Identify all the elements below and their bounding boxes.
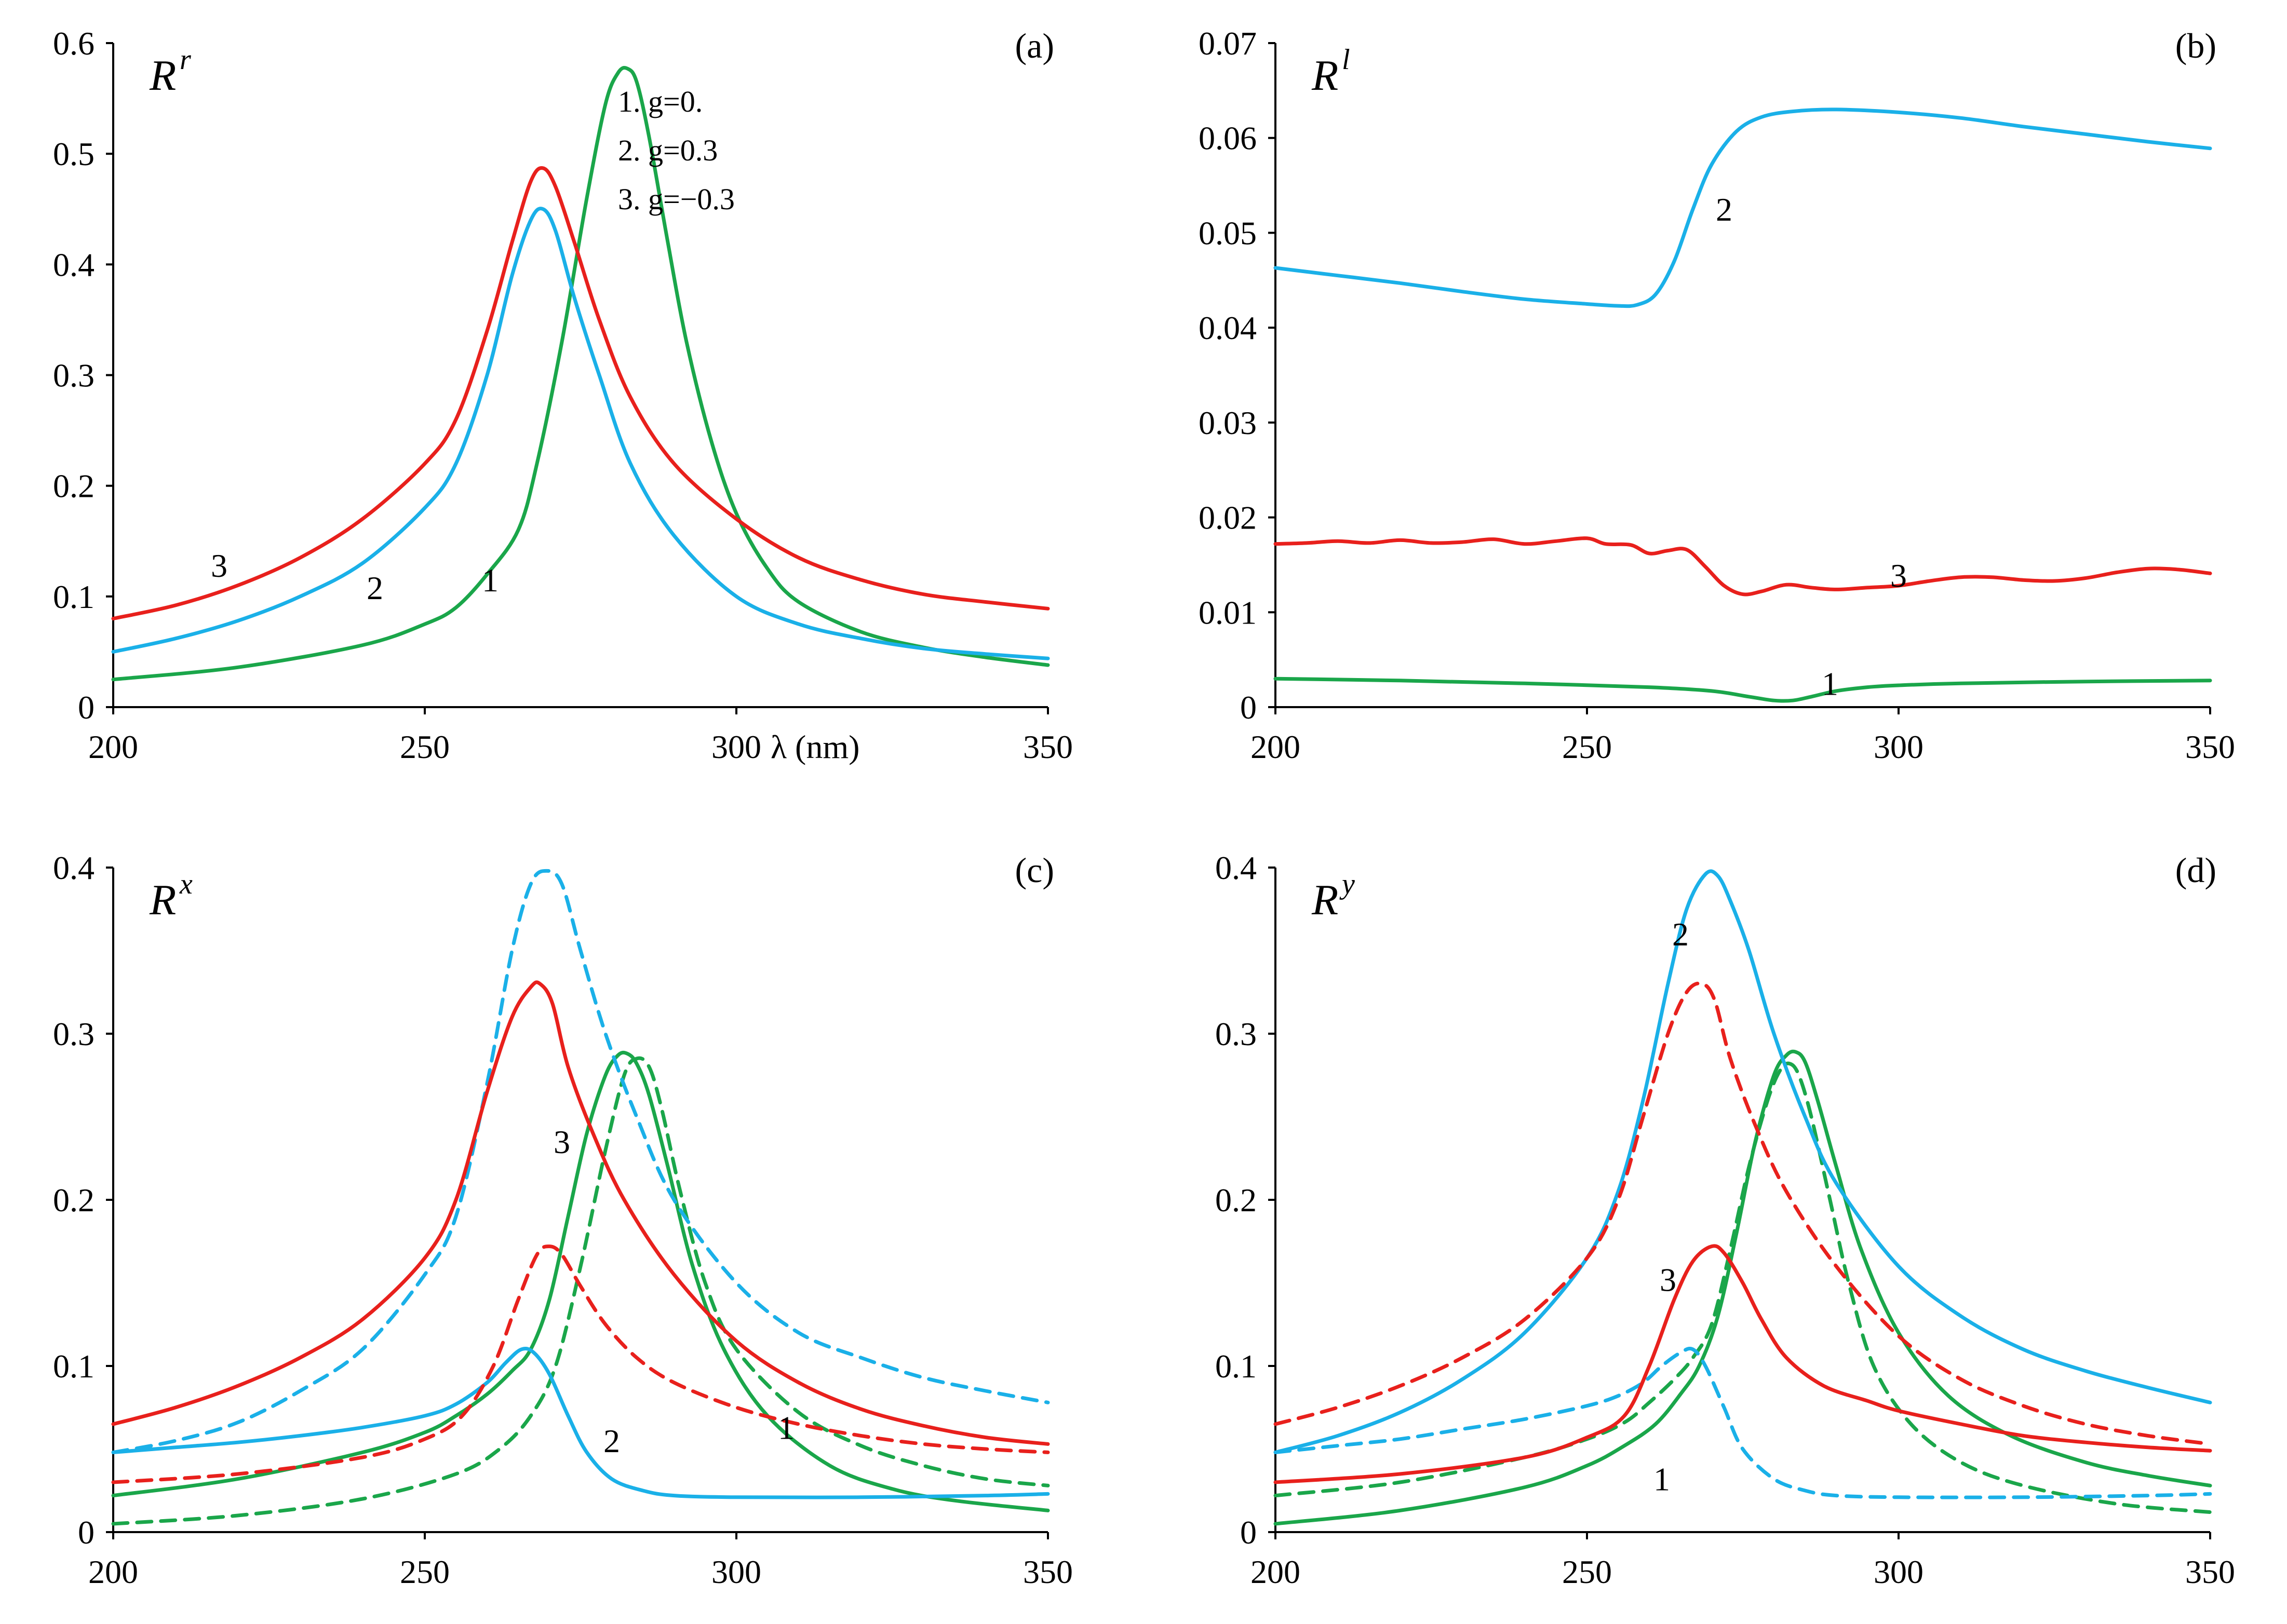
- series-line-3: [111, 166, 1050, 620]
- curve-label: 3: [211, 547, 227, 584]
- panel-c: 0 0.1 0.2 0.3 0.4 200 250 300 350 1 2 3 (c) R x: [53, 849, 1073, 1590]
- curve-label: 1: [778, 1409, 795, 1446]
- y-tick-label: 0.1: [1215, 1348, 1257, 1385]
- y-axis-label-superscript: x: [179, 868, 193, 900]
- series-line-2: [1273, 107, 2212, 308]
- x-tick-label: 300: [711, 728, 761, 765]
- series-line-3-solid: [111, 980, 1050, 1446]
- y-tick-label: 0.6: [53, 25, 95, 62]
- x-tick-label: 200: [1250, 728, 1300, 765]
- x-tick-label: 350: [1023, 728, 1073, 765]
- series-line-2-dashed: [111, 869, 1050, 1454]
- y-axis-label-superscript: y: [1339, 868, 1355, 900]
- y-tick-label: 0.4: [53, 246, 95, 283]
- x-tick-label: 300: [711, 1553, 761, 1590]
- panel-d: 0 0.1 0.2 0.3 0.4 200 250 300 350 1 2 3 (d) R y: [1215, 849, 2235, 1590]
- panel-label: (d): [2175, 850, 2216, 890]
- series-line-1: [111, 65, 1050, 682]
- y-tick-label: 0.06: [1199, 120, 1257, 157]
- y-tick-label: 0.5: [53, 136, 95, 172]
- series-line-3-solid: [1273, 1244, 2212, 1484]
- x-tick-label: 250: [1562, 728, 1612, 765]
- curve-label: 3: [554, 1124, 570, 1160]
- y-tick-label: 0.01: [1199, 594, 1257, 631]
- x-tick-label: 250: [400, 1553, 450, 1590]
- y-axis-label-superscript: r: [180, 44, 191, 76]
- series-line-2: [111, 207, 1050, 660]
- curve-label: 2: [367, 570, 383, 606]
- y-tick-label: 0.1: [53, 578, 95, 615]
- y-axis-label: R: [1311, 51, 1338, 100]
- panel-a: 0 0.1 0.2 0.3 0.4 0.5 0.6 200 250 300 350 1 2 3 (a) R r λ…: [53, 25, 1073, 765]
- y-tick-label: 0.02: [1199, 499, 1257, 536]
- x-tick-label: 250: [400, 728, 450, 765]
- x-tick-label: 200: [88, 728, 138, 765]
- y-tick-label: 0.03: [1199, 404, 1257, 441]
- curve-label: 1: [1822, 665, 1838, 702]
- y-axis-label: R: [149, 876, 176, 924]
- x-tick-label: 300: [1874, 1553, 1923, 1590]
- curve-label: 2: [1716, 191, 1732, 228]
- y-tick-label: 0.3: [53, 357, 95, 394]
- y-tick-label: 0.4: [53, 849, 95, 886]
- curve-label: 2: [1672, 916, 1689, 953]
- series-line-1: [1273, 676, 2212, 703]
- y-axis-label: R: [149, 51, 176, 100]
- series-line-1-dashed: [1273, 1061, 2212, 1514]
- x-tick-label: 250: [1562, 1553, 1612, 1590]
- x-axis-label: λ (nm): [771, 728, 859, 765]
- panel-label: (a): [1015, 26, 1054, 65]
- y-tick-label: 0.1: [53, 1348, 95, 1385]
- series-line-2-solid: [111, 1347, 1050, 1499]
- y-tick-label: 0.4: [1215, 849, 1257, 886]
- y-tick-label: 0: [78, 1514, 95, 1551]
- series-line-3-dashed: [1273, 981, 2212, 1446]
- series-line-1-dashed: [111, 1056, 1050, 1526]
- y-axis-label-superscript: l: [1342, 44, 1350, 76]
- y-tick-label: 0.3: [1215, 1016, 1257, 1052]
- y-tick-label: 0.2: [53, 1182, 95, 1219]
- x-tick-label: 300: [1874, 728, 1923, 765]
- x-tick-label: 200: [1250, 1553, 1300, 1590]
- y-tick-label: 0: [78, 689, 95, 726]
- panel-label: (b): [2175, 26, 2216, 65]
- curve-label: 2: [603, 1423, 620, 1459]
- y-tick-label: 0.07: [1199, 25, 1257, 62]
- y-tick-label: 0: [1240, 1514, 1257, 1551]
- series-line-2-solid: [1273, 869, 2212, 1454]
- curve-label: 1: [482, 562, 499, 599]
- y-tick-label: 0: [1240, 689, 1257, 726]
- series-line-3: [1273, 536, 2212, 597]
- legend-entry: 3. g=−0.3: [618, 182, 735, 216]
- y-tick-label: 0.04: [1199, 309, 1257, 346]
- x-tick-label: 350: [2185, 728, 2235, 765]
- x-tick-label: 350: [1023, 1553, 1073, 1590]
- legend-entry: 1. g=0.: [618, 85, 703, 118]
- series-line-3-dashed: [111, 1244, 1050, 1484]
- panel-label: (c): [1015, 850, 1054, 890]
- y-tick-label: 0.2: [53, 468, 95, 505]
- y-tick-label: 0.05: [1199, 214, 1257, 251]
- curve-label: 3: [1890, 557, 1907, 594]
- x-tick-label: 200: [88, 1553, 138, 1590]
- y-tick-label: 0.2: [1215, 1182, 1257, 1219]
- y-axis-label: R: [1311, 876, 1338, 924]
- series-line-2-dashed: [1273, 1346, 2212, 1499]
- panel-b: 0 0.01 0.02 0.03 0.04 0.05 0.06 0.07 200 250 300 35…: [1199, 25, 2235, 765]
- curve-label: 1: [1653, 1461, 1670, 1498]
- series-line-1-solid: [1273, 1049, 2212, 1526]
- y-tick-label: 0.3: [53, 1016, 95, 1052]
- curve-label: 3: [1660, 1262, 1676, 1298]
- legend-entry: 2. g=0.3: [618, 133, 718, 167]
- x-tick-label: 350: [2185, 1553, 2235, 1590]
